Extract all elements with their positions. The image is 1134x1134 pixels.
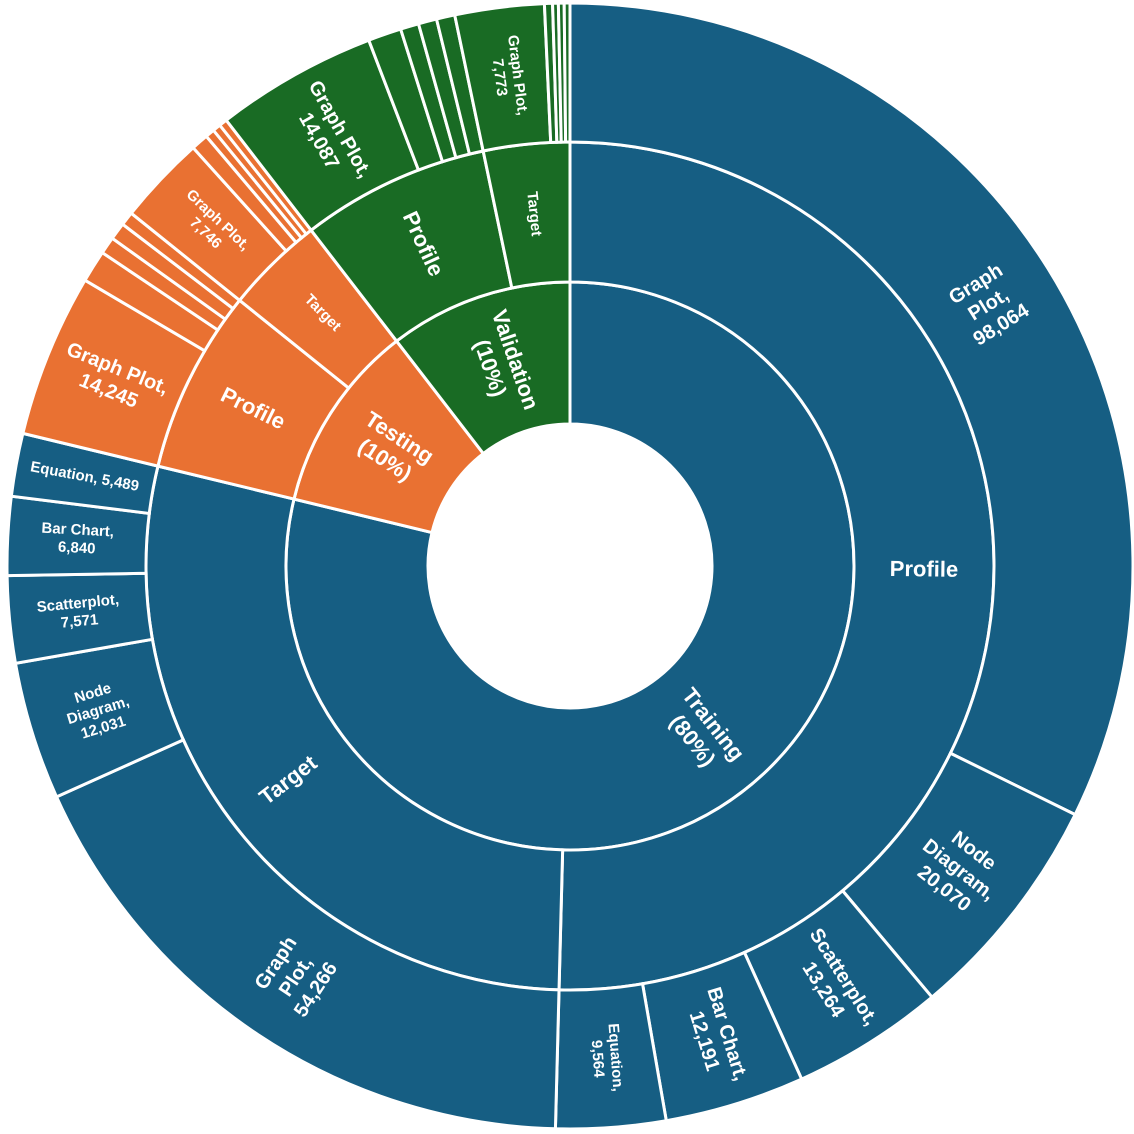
validation-target-label-line: Target bbox=[523, 191, 545, 237]
validation-target-graph-plot-label-line: 7,773 bbox=[489, 58, 511, 97]
training-target-bar-chart-label: Bar Chart,6,840 bbox=[41, 520, 114, 558]
training-profile-label: Profile bbox=[890, 556, 959, 582]
training-profile-graph-plot-segment[interactable] bbox=[568, 1, 1134, 817]
training-profile-label-line: Profile bbox=[890, 556, 959, 582]
training-profile-equation-label-line: Equation, bbox=[605, 1023, 627, 1092]
validation-target-equation-segment[interactable] bbox=[562, 1, 572, 144]
training-target-scatterplot-label-line: 7,571 bbox=[60, 611, 99, 632]
validation-target-label: Target bbox=[523, 191, 545, 237]
training-profile-equation-label: Equation,9,564 bbox=[588, 1023, 627, 1092]
training-target-bar-chart-label-line: 6,840 bbox=[58, 539, 96, 558]
training-target-bar-chart-label-line: Bar Chart, bbox=[41, 520, 114, 541]
training-profile-equation-label-line: 9,564 bbox=[588, 1039, 608, 1078]
